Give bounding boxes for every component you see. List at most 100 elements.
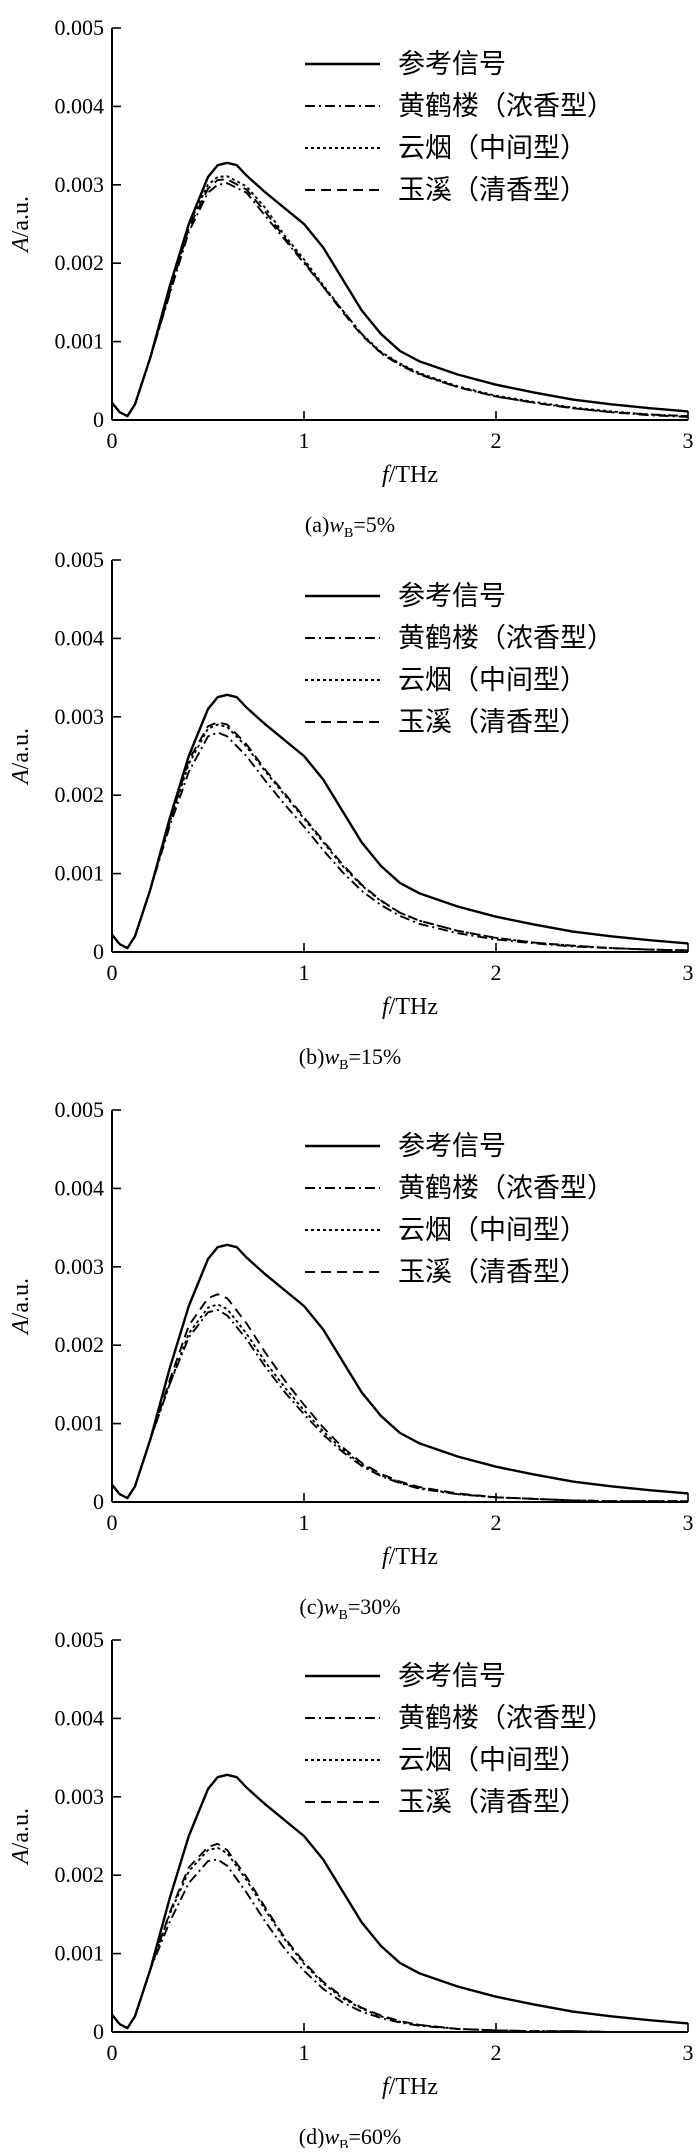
x-tick-label: 2 xyxy=(491,428,502,453)
panel-caption: (c)wB=30% xyxy=(299,1594,400,1623)
legend-label-3: 云烟（中间型） xyxy=(398,665,587,696)
y-tick-label: 0 xyxy=(93,1489,104,1514)
legend-label-2: 黄鹤楼（浓香型） xyxy=(398,91,614,122)
y-axis-label-unit: /a.u. xyxy=(8,1808,34,1849)
caption-var: w xyxy=(324,1594,339,1619)
x-axis-label-unit: /THz xyxy=(389,2074,438,2100)
series-line-2 xyxy=(112,733,688,951)
y-tick-label: 0.004 xyxy=(55,93,105,118)
y-tick-label: 0 xyxy=(93,939,104,964)
series-line-2 xyxy=(112,183,688,417)
chart-panel-c: 0 0.001 0.002 0.003 0.004 0.005 0 1 2 3 A/a.u. f/TH… xyxy=(8,1097,694,1623)
legend-label-1: 参考信号 xyxy=(398,581,506,612)
x-axis-label-unit: /THz xyxy=(389,1544,438,1570)
x-tick-label: 3 xyxy=(683,1510,694,1535)
caption-prefix: (c) xyxy=(299,1594,323,1619)
series-line-4 xyxy=(112,722,688,950)
x-tick-label: 3 xyxy=(683,960,694,985)
y-axis-label-unit: /a.u. xyxy=(8,196,34,237)
caption-var: w xyxy=(324,1044,339,1069)
series-line-3 xyxy=(112,176,688,416)
panel-caption: (b)wB=15% xyxy=(299,1044,401,1073)
panel-caption: (d)wB=60% xyxy=(299,2124,401,2148)
x-axis-label: f/THz xyxy=(382,2074,438,2100)
y-tick-label: 0 xyxy=(93,2019,104,2044)
caption-value: =60% xyxy=(348,2124,401,2148)
caption-subscript: B xyxy=(339,1058,348,1073)
x-tick-label: 1 xyxy=(299,2040,310,2065)
x-axis-label: f/THz xyxy=(382,994,438,1020)
y-axis-label: A/a.u. xyxy=(8,728,34,786)
y-tick-label: 0.003 xyxy=(55,1254,105,1279)
x-tick-label: 0 xyxy=(107,960,118,985)
panel-caption: (a)wB=5% xyxy=(305,512,395,541)
y-tick-label: 0.003 xyxy=(55,1784,105,1809)
y-tick-label: 0.002 xyxy=(55,782,105,807)
x-tick-label: 2 xyxy=(491,960,502,985)
y-tick-label: 0.005 xyxy=(55,1627,105,1652)
caption-prefix: (a) xyxy=(305,512,329,537)
caption-var: w xyxy=(324,2124,339,2148)
series-line-2 xyxy=(112,1860,688,2033)
legend-label-4: 玉溪（清香型） xyxy=(398,1787,587,1818)
x-tick-label: 0 xyxy=(107,2040,118,2065)
y-axis-label-var: A xyxy=(8,1849,34,1866)
legend-label-2: 黄鹤楼（浓香型） xyxy=(398,1173,614,1204)
y-tick-label: 0.003 xyxy=(55,172,105,197)
legend-label-1: 参考信号 xyxy=(398,1661,506,1692)
x-tick-label: 2 xyxy=(491,2040,502,2065)
x-tick-label: 1 xyxy=(299,960,310,985)
y-tick-label: 0.004 xyxy=(55,625,105,650)
y-tick-label: 0.004 xyxy=(55,1705,105,1730)
legend-label-1: 参考信号 xyxy=(398,1131,506,1162)
y-axis-label-unit: /a.u. xyxy=(8,1278,34,1319)
legend-label-3: 云烟（中间型） xyxy=(398,1215,587,1246)
y-tick-label: 0.003 xyxy=(55,704,105,729)
y-tick-label: 0.001 xyxy=(55,1411,105,1436)
y-tick-label: 0.001 xyxy=(55,861,105,886)
series-line-3 xyxy=(112,1304,688,1501)
x-tick-label: 3 xyxy=(683,2040,694,2065)
caption-var: w xyxy=(329,512,344,537)
series-line-2 xyxy=(112,1310,688,1501)
x-tick-label: 3 xyxy=(683,428,694,453)
x-tick-label: 1 xyxy=(299,1510,310,1535)
y-axis-label-unit: /a.u. xyxy=(8,728,34,769)
y-axis-label: A/a.u. xyxy=(8,1278,34,1336)
legend-label-2: 黄鹤楼（浓香型） xyxy=(398,623,614,654)
y-tick-label: 0.002 xyxy=(55,1332,105,1357)
chart-panel-d: 0 0.001 0.002 0.003 0.004 0.005 0 1 2 3 A/a.u. f/TH… xyxy=(8,1627,694,2148)
series-line-4 xyxy=(112,1844,688,2032)
caption-prefix: (d) xyxy=(299,2124,325,2148)
legend-label-1: 参考信号 xyxy=(398,49,506,80)
y-tick-label: 0.001 xyxy=(55,1941,105,1966)
caption-value: =30% xyxy=(348,1594,401,1619)
y-tick-label: 0.001 xyxy=(55,329,105,354)
caption-subscript: B xyxy=(339,2138,348,2148)
x-tick-label: 0 xyxy=(107,1510,118,1535)
x-axis-label: f/THz xyxy=(382,462,438,488)
y-axis-label-var: A xyxy=(8,1319,34,1336)
y-axis-label-var: A xyxy=(8,769,34,786)
y-axis-label: A/a.u. xyxy=(8,196,34,254)
y-axis-label-var: A xyxy=(8,237,34,254)
x-tick-label: 0 xyxy=(107,428,118,453)
x-tick-label: 2 xyxy=(491,1510,502,1535)
caption-prefix: (b) xyxy=(299,1044,325,1069)
x-axis-label-unit: /THz xyxy=(389,462,438,488)
series-line-3 xyxy=(112,1848,688,2032)
legend-label-4: 玉溪（清香型） xyxy=(398,707,587,738)
caption-value: =5% xyxy=(353,512,395,537)
y-tick-label: 0.004 xyxy=(55,1175,105,1200)
caption-value: =15% xyxy=(348,1044,401,1069)
x-axis-label-unit: /THz xyxy=(389,994,438,1020)
legend-label-4: 玉溪（清香型） xyxy=(398,175,587,206)
legend-label-3: 云烟（中间型） xyxy=(398,1745,587,1776)
y-tick-label: 0.002 xyxy=(55,1862,105,1887)
series-line-4 xyxy=(112,179,688,416)
y-axis-label: A/a.u. xyxy=(8,1808,34,1866)
y-tick-label: 0.005 xyxy=(55,15,105,40)
caption-subscript: B xyxy=(344,526,353,541)
